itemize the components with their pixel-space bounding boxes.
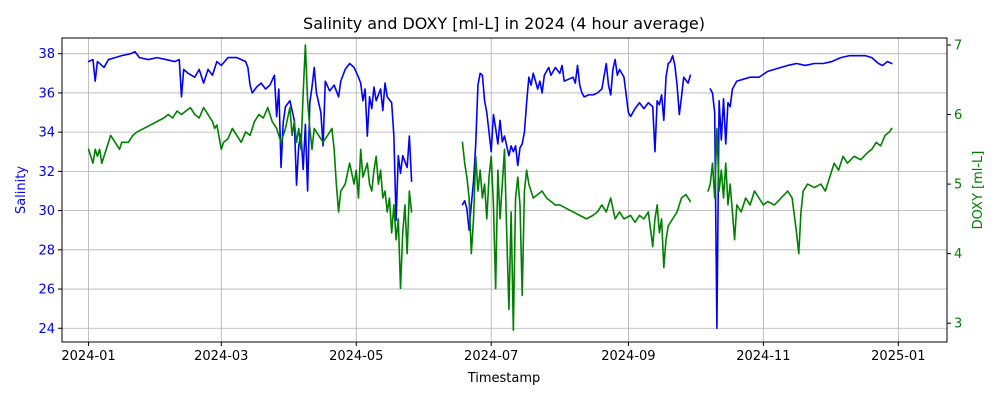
x-tick-label: 2024-01 [61, 349, 115, 364]
y-left-tick-label: 34 [38, 126, 55, 141]
y-right-tick-label: 5 [954, 178, 962, 193]
salinity-line-segment [461, 54, 692, 232]
y-left-tick-label: 36 [38, 86, 55, 101]
x-tick-label: 2024-07 [464, 349, 518, 364]
x-tick-label: 2024-03 [194, 349, 248, 364]
x-tick-label: 2024-11 [736, 349, 790, 364]
y-left-tick-label: 28 [38, 243, 55, 258]
y-left-tick-label: 30 [38, 204, 55, 219]
chart-title: Salinity and DOXY [ml-L] in 2024 (4 hour… [303, 14, 705, 33]
y-axis-left-label: Salinity [14, 166, 29, 214]
doxy-line-segment [461, 141, 692, 331]
series-layer [87, 44, 893, 331]
salinity-line-segment [709, 54, 893, 330]
doxy-line-segment [87, 44, 413, 290]
x-axis: 2024-01 2024-03 2024-05 2024-07 2024-09 2024-… [61, 342, 925, 364]
y-left-tick-label: 38 [38, 47, 55, 62]
y-left-tick-label: 24 [38, 322, 55, 337]
y-right-tick-label: 3 [954, 317, 962, 332]
y-right-tick-label: 4 [954, 247, 962, 262]
y-right-tick-label: 6 [954, 108, 962, 123]
doxy-line-segment [707, 127, 893, 255]
y-left-tick-label: 32 [38, 165, 55, 180]
x-tick-label: 2024-05 [329, 349, 383, 364]
y-axis-right: 3 4 5 6 7 [947, 38, 962, 332]
y-axis-right-label: DOXY [ml-L] [971, 151, 986, 230]
y-axis-left: 24 26 28 30 32 34 36 38 [38, 47, 62, 337]
x-axis-label: Timestamp [467, 371, 541, 386]
salinity-line-segment [87, 50, 413, 222]
plot-frame [61, 37, 948, 343]
x-tick-label: 2025-01 [871, 349, 925, 364]
x-tick-label: 2024-09 [601, 349, 655, 364]
y-left-tick-label: 26 [38, 283, 55, 298]
y-right-tick-label: 7 [954, 38, 962, 53]
